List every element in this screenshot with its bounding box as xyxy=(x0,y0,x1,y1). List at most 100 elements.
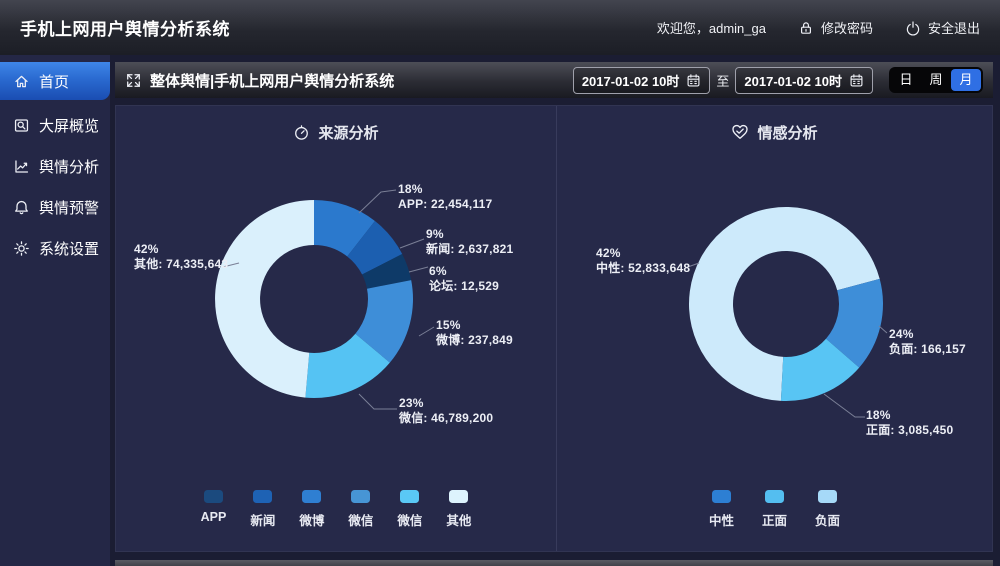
pie-slice-新闻[interactable] xyxy=(347,220,403,275)
pie-label-percent: 24% xyxy=(889,327,914,341)
pie-label-text: APP: 22,454,117 xyxy=(398,197,493,211)
sidebar-item-opinion-alert[interactable]: 舆情预警 xyxy=(0,187,110,227)
sidebar-item-label: 首页 xyxy=(39,73,70,91)
source-chart-title-text: 来源分析 xyxy=(318,124,379,142)
sidebar: 首页 大屏概览 舆情分析 xyxy=(0,55,110,566)
pie-label-weibo: 15% 微博: 237,849 xyxy=(436,318,513,348)
pie-label-text: 微信: 46,789,200 xyxy=(399,411,494,425)
calendar-icon xyxy=(686,73,701,88)
pie-label-text: 微博: 237,849 xyxy=(436,333,513,347)
sidebar-item-label: 大屏概览 xyxy=(39,117,100,135)
legend-label: 中性 xyxy=(708,514,734,528)
sentiment-donut-chart[interactable] xyxy=(686,204,886,404)
legend-item-微信[interactable]: 微信 xyxy=(397,490,422,529)
pie-slice-正面[interactable] xyxy=(780,338,860,402)
legend-item-正面[interactable]: 正面 xyxy=(762,490,787,529)
pie-label-negative: 24% 负面: 166,157 xyxy=(889,327,966,357)
pie-label-forum: 6% 论坛: 12,529 xyxy=(429,264,499,294)
pie-label-other: 42% 其他: 74,335,643 xyxy=(134,242,228,272)
panel-divider xyxy=(556,106,557,551)
sidebar-item-label: 系统设置 xyxy=(39,240,100,258)
legend-swatch xyxy=(203,490,223,503)
pie-label-wechat: 23% 微信: 46,789,200 xyxy=(399,396,493,426)
change-password-button[interactable]: 修改密码 xyxy=(798,18,873,37)
legend-label: 微信 xyxy=(397,514,423,528)
legend-label: 微博 xyxy=(299,514,325,528)
range-separator: 至 xyxy=(716,73,730,89)
legend-item-中性[interactable]: 中性 xyxy=(709,490,734,529)
date-from-value: 2017-01-02 10时 xyxy=(581,73,680,89)
pie-label-percent: 18% xyxy=(398,182,423,196)
period-day-button[interactable]: 日 xyxy=(899,72,913,87)
legend-label: APP xyxy=(200,510,227,524)
pie-label-percent: 42% xyxy=(134,242,159,256)
pie-label-text: 正面: 3,085,450 xyxy=(866,423,954,437)
legend-item-APP[interactable]: APP xyxy=(200,490,227,529)
sidebar-item-screen-overview[interactable]: 大屏概览 xyxy=(0,105,110,145)
sidebar-item-opinion-analysis[interactable]: 舆情分析 xyxy=(0,146,110,186)
pie-slice-APP[interactable] xyxy=(314,200,375,257)
trend-chart-icon xyxy=(13,158,30,175)
logout-label: 安全退出 xyxy=(927,21,980,36)
sidebar-item-label: 舆情预警 xyxy=(39,199,100,217)
pie-slice-微博[interactable] xyxy=(355,280,414,363)
date-to-picker[interactable]: 2017-01-02 10时 xyxy=(735,66,873,94)
legend-swatch xyxy=(449,490,469,503)
legend-item-其他[interactable]: 其他 xyxy=(446,490,471,529)
legend-swatch xyxy=(711,490,731,503)
pie-label-neutral: 42% 中性: 52,833,648 xyxy=(596,246,690,276)
source-donut-chart[interactable] xyxy=(214,199,414,399)
pie-label-text: 中性: 52,833,648 xyxy=(596,261,691,275)
legend-swatch xyxy=(764,490,784,503)
legend-swatch xyxy=(818,490,837,503)
logout-button[interactable]: 安全退出 xyxy=(905,18,980,37)
pie-slice-中性[interactable] xyxy=(688,207,880,401)
sidebar-item-label: 舆情分析 xyxy=(39,158,100,176)
lock-icon xyxy=(798,20,814,36)
header-right: 欢迎您，admin_ga 修改密码 安全退出 xyxy=(657,18,980,37)
pie-slice-论坛[interactable] xyxy=(362,254,412,289)
pie-label-percent: 18% xyxy=(866,408,891,422)
legend-label: 其他 xyxy=(446,514,472,528)
source-legend: APP 新闻 微博 微信 微信 其他 xyxy=(116,490,556,529)
legend-item-微博[interactable]: 微博 xyxy=(299,490,324,529)
gear-icon xyxy=(13,240,30,257)
period-month-button[interactable]: 月 xyxy=(951,69,981,91)
top-header: 手机上网用户舆情分析系统 欢迎您，admin_ga 修改密码 xyxy=(0,0,1000,55)
toolbar-title: 整体舆情|手机上网用户舆情分析系统 xyxy=(150,72,395,90)
sentiment-chart-title-text: 情感分析 xyxy=(757,124,818,142)
pie-label-text: 论坛: 12,529 xyxy=(429,279,500,293)
pie-label-percent: 15% xyxy=(436,318,461,332)
pie-label-percent: 6% xyxy=(429,264,447,278)
legend-label: 正面 xyxy=(761,514,787,528)
legend-label: 负面 xyxy=(815,514,841,528)
expand-icon[interactable] xyxy=(125,72,142,89)
sidebar-item-home[interactable]: 首页 xyxy=(0,62,110,100)
charts-panel: 来源分析 情感分析 xyxy=(115,105,993,552)
legend-swatch xyxy=(351,490,371,503)
legend-item-微信[interactable]: 微信 xyxy=(348,490,373,529)
legend-item-新闻[interactable]: 新闻 xyxy=(250,490,275,529)
app-title: 手机上网用户舆情分析系统 xyxy=(20,20,230,39)
date-to-value: 2017-01-02 10时 xyxy=(744,73,842,89)
legend-item-负面[interactable]: 负面 xyxy=(815,490,840,529)
date-from-picker[interactable]: 2017-01-02 10时 xyxy=(572,66,711,94)
sidebar-item-system-settings[interactable]: 系统设置 xyxy=(0,228,110,268)
source-chart-title: 来源分析 xyxy=(116,120,556,144)
pie-label-text: 负面: 166,157 xyxy=(889,342,966,356)
pie-slice-微信[interactable] xyxy=(305,333,390,398)
pie-label-percent: 42% xyxy=(596,246,621,260)
legend-swatch xyxy=(302,490,322,503)
period-week-button[interactable]: 周 xyxy=(929,72,943,87)
pie-label-text: 新闻: 2,637,821 xyxy=(426,242,514,256)
pie-slice-其他[interactable] xyxy=(215,200,314,398)
next-panel-edge xyxy=(115,560,993,566)
pie-slice-负面[interactable] xyxy=(826,278,883,368)
period-toggle: 日 周 月 xyxy=(889,67,983,93)
change-password-label: 修改密码 xyxy=(820,21,873,36)
home-icon xyxy=(13,73,30,90)
toolbar: 整体舆情|手机上网用户舆情分析系统 2017-01-02 10时 至 2017-… xyxy=(115,62,993,98)
power-icon xyxy=(905,20,921,36)
screen-overview-icon xyxy=(13,117,30,134)
